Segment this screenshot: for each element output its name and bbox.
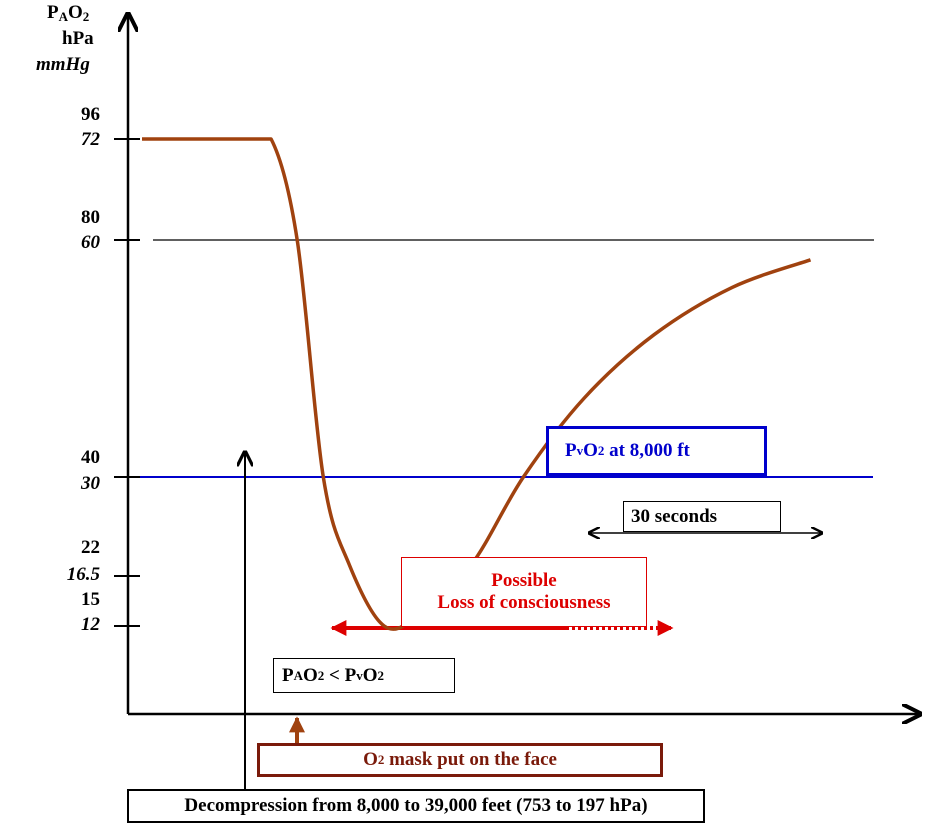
thirty-seconds-label: 30 seconds — [623, 501, 781, 532]
y-axis-label-hpa: hPa — [62, 28, 94, 49]
y-axis-label-gas: PAO2 — [47, 2, 90, 24]
y-tick-hpa-80: 80 — [81, 207, 100, 228]
y-tick-mmhg-60: 60 — [81, 232, 100, 253]
y-axis-label-mmhg: mmHg — [36, 54, 90, 75]
y-tick-mmhg-12: 12 — [81, 614, 100, 635]
y-tick-hpa-15: 15 — [81, 589, 100, 610]
y-tick-hpa-96: 96 — [81, 104, 100, 125]
y-tick-mmhg-30: 30 — [81, 473, 100, 494]
pao2-series-line — [142, 137, 812, 631]
y-tick-mmhg-16.5: 16.5 — [66, 564, 100, 585]
loss-of-consciousness-box: Possible Loss of consciousness — [401, 557, 647, 627]
y-tick-mmhg-72: 72 — [81, 129, 100, 150]
y-tick-hpa-22: 22 — [81, 537, 100, 558]
decompression-label: Decompression from 8,000 to 39,000 feet … — [127, 789, 705, 823]
y-tick-hpa-40: 40 — [81, 447, 100, 468]
